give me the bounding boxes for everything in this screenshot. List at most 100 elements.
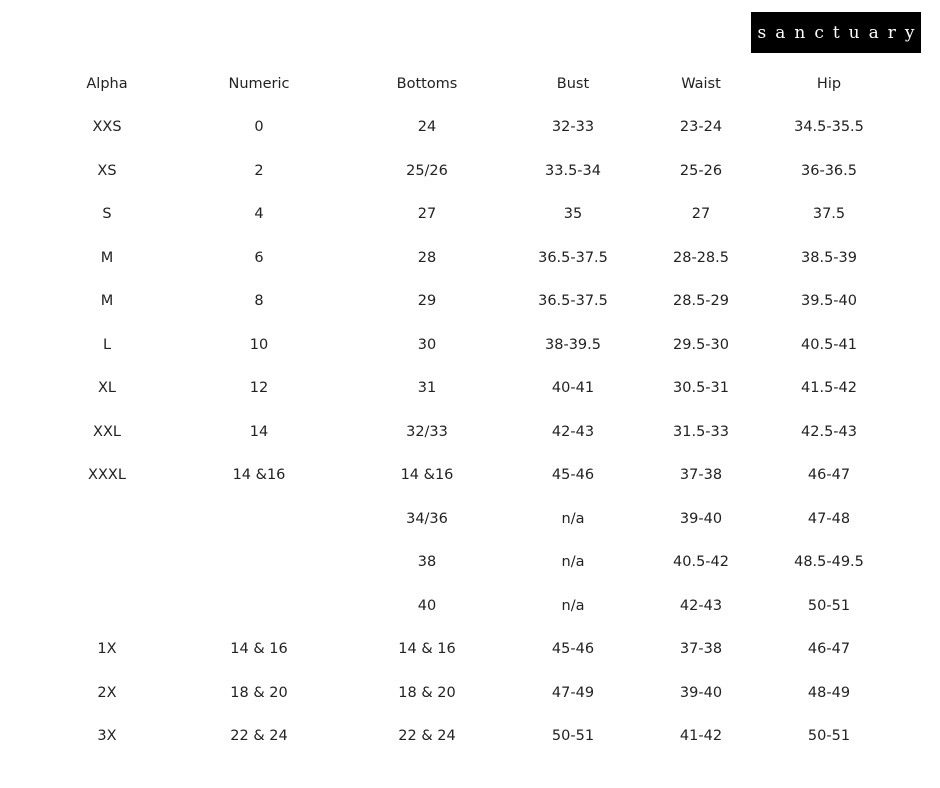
cell-bust: 36.5-37.5	[538, 249, 608, 266]
cell-hip: 50-51	[807, 728, 851, 744]
cell-bust: 35	[563, 206, 583, 222]
sanctuary-logo: sanctuary	[751, 12, 921, 53]
cell-alpha: 2X	[97, 684, 117, 701]
cell-bust: 47-49	[551, 684, 595, 701]
cell-hip: 37.5	[812, 206, 846, 222]
header-row: Alpha Numeric Bottoms Bust Waist Hip	[0, 74, 940, 94]
cell-numeric: 10	[249, 336, 269, 353]
cell-waist: 37-38	[679, 467, 723, 483]
cell-hip: 50-51	[807, 597, 851, 614]
cell-waist: 23-24	[679, 119, 723, 135]
table-row: 40 n/a 42-43 50-51	[0, 596, 940, 616]
header-alpha: Alpha	[86, 76, 128, 92]
cell-hip: 34.5-35.5	[794, 119, 864, 135]
table-row: 38 n/a 40.5-42 48.5-49.5	[0, 552, 940, 572]
cell-waist: 28-28.5	[673, 249, 729, 266]
cell-bottoms: 25/26	[406, 162, 448, 179]
cell-bottoms: 14 & 16	[398, 641, 456, 657]
table-row: M 6 28 36.5-37.5 28-28.5 38.5-39	[0, 248, 940, 268]
cell-alpha: 3X	[97, 728, 117, 744]
cell-waist: 30.5-31	[673, 380, 729, 396]
cell-bust: 40-41	[551, 380, 595, 396]
cell-bottoms: 14 &16	[400, 467, 454, 483]
cell-bust: 33.5-34	[545, 162, 601, 179]
cell-numeric: 2	[254, 162, 264, 179]
cell-alpha: S	[102, 206, 112, 222]
cell-numeric: 14	[249, 423, 269, 440]
cell-bottoms: 40	[417, 597, 437, 614]
cell-waist: 41-42	[679, 728, 723, 744]
cell-bottoms: 22 & 24	[398, 728, 456, 744]
cell-waist: 31.5-33	[673, 423, 729, 440]
cell-hip: 48.5-49.5	[794, 554, 864, 570]
table-row: XXS 0 24 32-33 23-24 34.5-35.5	[0, 117, 940, 137]
cell-numeric: 14 &16	[232, 467, 286, 483]
cell-hip: 48-49	[807, 684, 851, 701]
table-row: 3X 22 & 24 22 & 24 50-51 41-42 50-51	[0, 726, 940, 746]
cell-waist: 37-38	[679, 641, 723, 657]
cell-bust: 32-33	[551, 119, 595, 135]
cell-numeric: 4	[254, 206, 264, 222]
cell-numeric: 8	[254, 293, 264, 309]
cell-numeric: 0	[254, 119, 264, 135]
cell-waist: 39-40	[679, 684, 723, 701]
header-waist: Waist	[681, 76, 721, 92]
cell-bottoms: 29	[417, 293, 437, 309]
cell-bust: 38-39.5	[545, 336, 601, 353]
cell-alpha: M	[100, 293, 114, 309]
table-row: XL 12 31 40-41 30.5-31 41.5-42	[0, 378, 940, 398]
cell-bottoms: 34/36	[406, 510, 448, 527]
cell-alpha: L	[102, 336, 112, 353]
cell-hip: 39.5-40	[801, 293, 857, 309]
cell-bust: n/a	[561, 597, 585, 614]
cell-hip: 46-47	[807, 641, 851, 657]
table-row: 2X 18 & 20 18 & 20 47-49 39-40 48-49	[0, 683, 940, 703]
cell-waist: 42-43	[679, 597, 723, 614]
cell-numeric: 6	[254, 249, 264, 266]
cell-bottoms: 31	[417, 380, 437, 396]
cell-numeric: 18 & 20	[230, 684, 288, 701]
cell-bottoms: 38	[417, 554, 437, 570]
header-bottoms: Bottoms	[396, 76, 458, 92]
table-row: XXL 14 32/33 42-43 31.5-33 42.5-43	[0, 422, 940, 442]
cell-waist: 27	[691, 206, 711, 222]
cell-numeric: 22 & 24	[230, 728, 288, 744]
header-bust: Bust	[556, 76, 590, 92]
cell-alpha: XXXL	[88, 467, 126, 483]
table-row: L 10 30 38-39.5 29.5-30 40.5-41	[0, 335, 940, 355]
cell-alpha: XS	[97, 162, 117, 179]
cell-bottoms: 32/33	[406, 423, 448, 440]
cell-bottoms: 28	[417, 249, 437, 266]
cell-hip: 36-36.5	[801, 162, 857, 179]
cell-bust: 50-51	[551, 728, 595, 744]
cell-alpha: M	[100, 249, 114, 266]
cell-waist: 28.5-29	[673, 293, 729, 309]
cell-waist: 40.5-42	[673, 554, 729, 570]
cell-alpha: XL	[97, 380, 116, 396]
cell-bottoms: 24	[417, 119, 437, 135]
cell-bottoms: 18 & 20	[398, 684, 456, 701]
cell-hip: 42.5-43	[801, 423, 857, 440]
table-row: S 4 27 35 27 37.5	[0, 204, 940, 224]
cell-hip: 46-47	[807, 467, 851, 483]
header-hip: Hip	[816, 76, 842, 92]
cell-hip: 47-48	[807, 510, 851, 527]
cell-hip: 40.5-41	[801, 336, 857, 353]
cell-bust: n/a	[561, 554, 585, 570]
cell-alpha: 1X	[97, 641, 117, 657]
table-row: M 8 29 36.5-37.5 28.5-29 39.5-40	[0, 291, 940, 311]
cell-bust: 36.5-37.5	[538, 293, 608, 309]
cell-numeric: 12	[249, 380, 269, 396]
cell-hip: 41.5-42	[801, 380, 857, 396]
cell-bust: n/a	[561, 510, 585, 527]
cell-bottoms: 30	[417, 336, 437, 353]
table-row: XS 2 25/26 33.5-34 25-26 36-36.5	[0, 161, 940, 181]
cell-bust: 45-46	[551, 467, 595, 483]
cell-alpha: XXL	[93, 423, 121, 440]
cell-waist: 39-40	[679, 510, 723, 527]
cell-waist: 25-26	[679, 162, 723, 179]
cell-waist: 29.5-30	[673, 336, 729, 353]
cell-bottoms: 27	[417, 206, 437, 222]
cell-numeric: 14 & 16	[230, 641, 288, 657]
table-row: 1X 14 & 16 14 & 16 45-46 37-38 46-47	[0, 639, 940, 659]
